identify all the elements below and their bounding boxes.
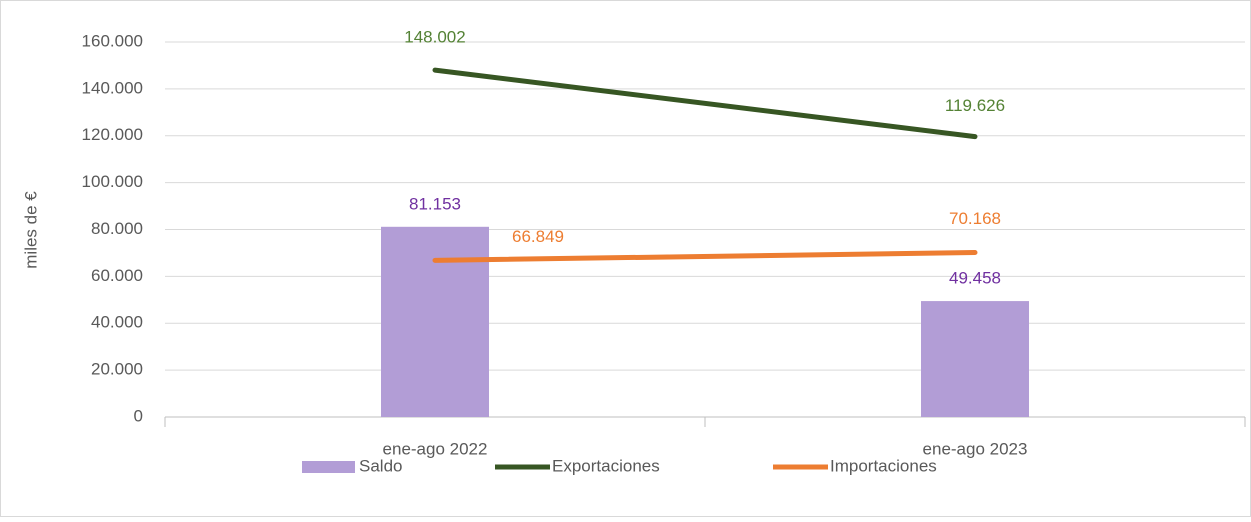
y-tick-label: 80.000 [91, 219, 143, 238]
data-label: 119.626 [945, 96, 1005, 115]
y-tick-label: 0 [134, 406, 143, 425]
legend-label: Importaciones [830, 456, 937, 475]
bar [381, 226, 489, 417]
data-label: 81.153 [409, 194, 461, 213]
line-series [432, 250, 978, 263]
legend-label: Saldo [359, 456, 402, 475]
x-tick-label: ene-ago 2022 [383, 439, 488, 458]
data-label: 148.002 [404, 28, 465, 47]
data-label: 49.458 [949, 269, 1001, 288]
legend-label: Exportaciones [552, 456, 660, 475]
data-label: 70.168 [949, 209, 1001, 228]
legend-swatch [302, 461, 355, 473]
y-tick-label: 140.000 [82, 78, 143, 97]
y-tick-label: 160.000 [82, 31, 143, 50]
y-axis-label: miles de € [21, 191, 40, 269]
y-tick-label: 20.000 [91, 360, 143, 379]
x-tick-label: ene-ago 2023 [923, 439, 1028, 458]
line-series [432, 67, 978, 140]
y-tick-label: 120.000 [82, 125, 143, 144]
data-label: 66.849 [512, 227, 564, 246]
bar [921, 301, 1029, 417]
y-tick-label: 100.000 [82, 172, 143, 191]
y-tick-label: 40.000 [91, 313, 143, 332]
y-tick-label: 60.000 [91, 266, 143, 285]
